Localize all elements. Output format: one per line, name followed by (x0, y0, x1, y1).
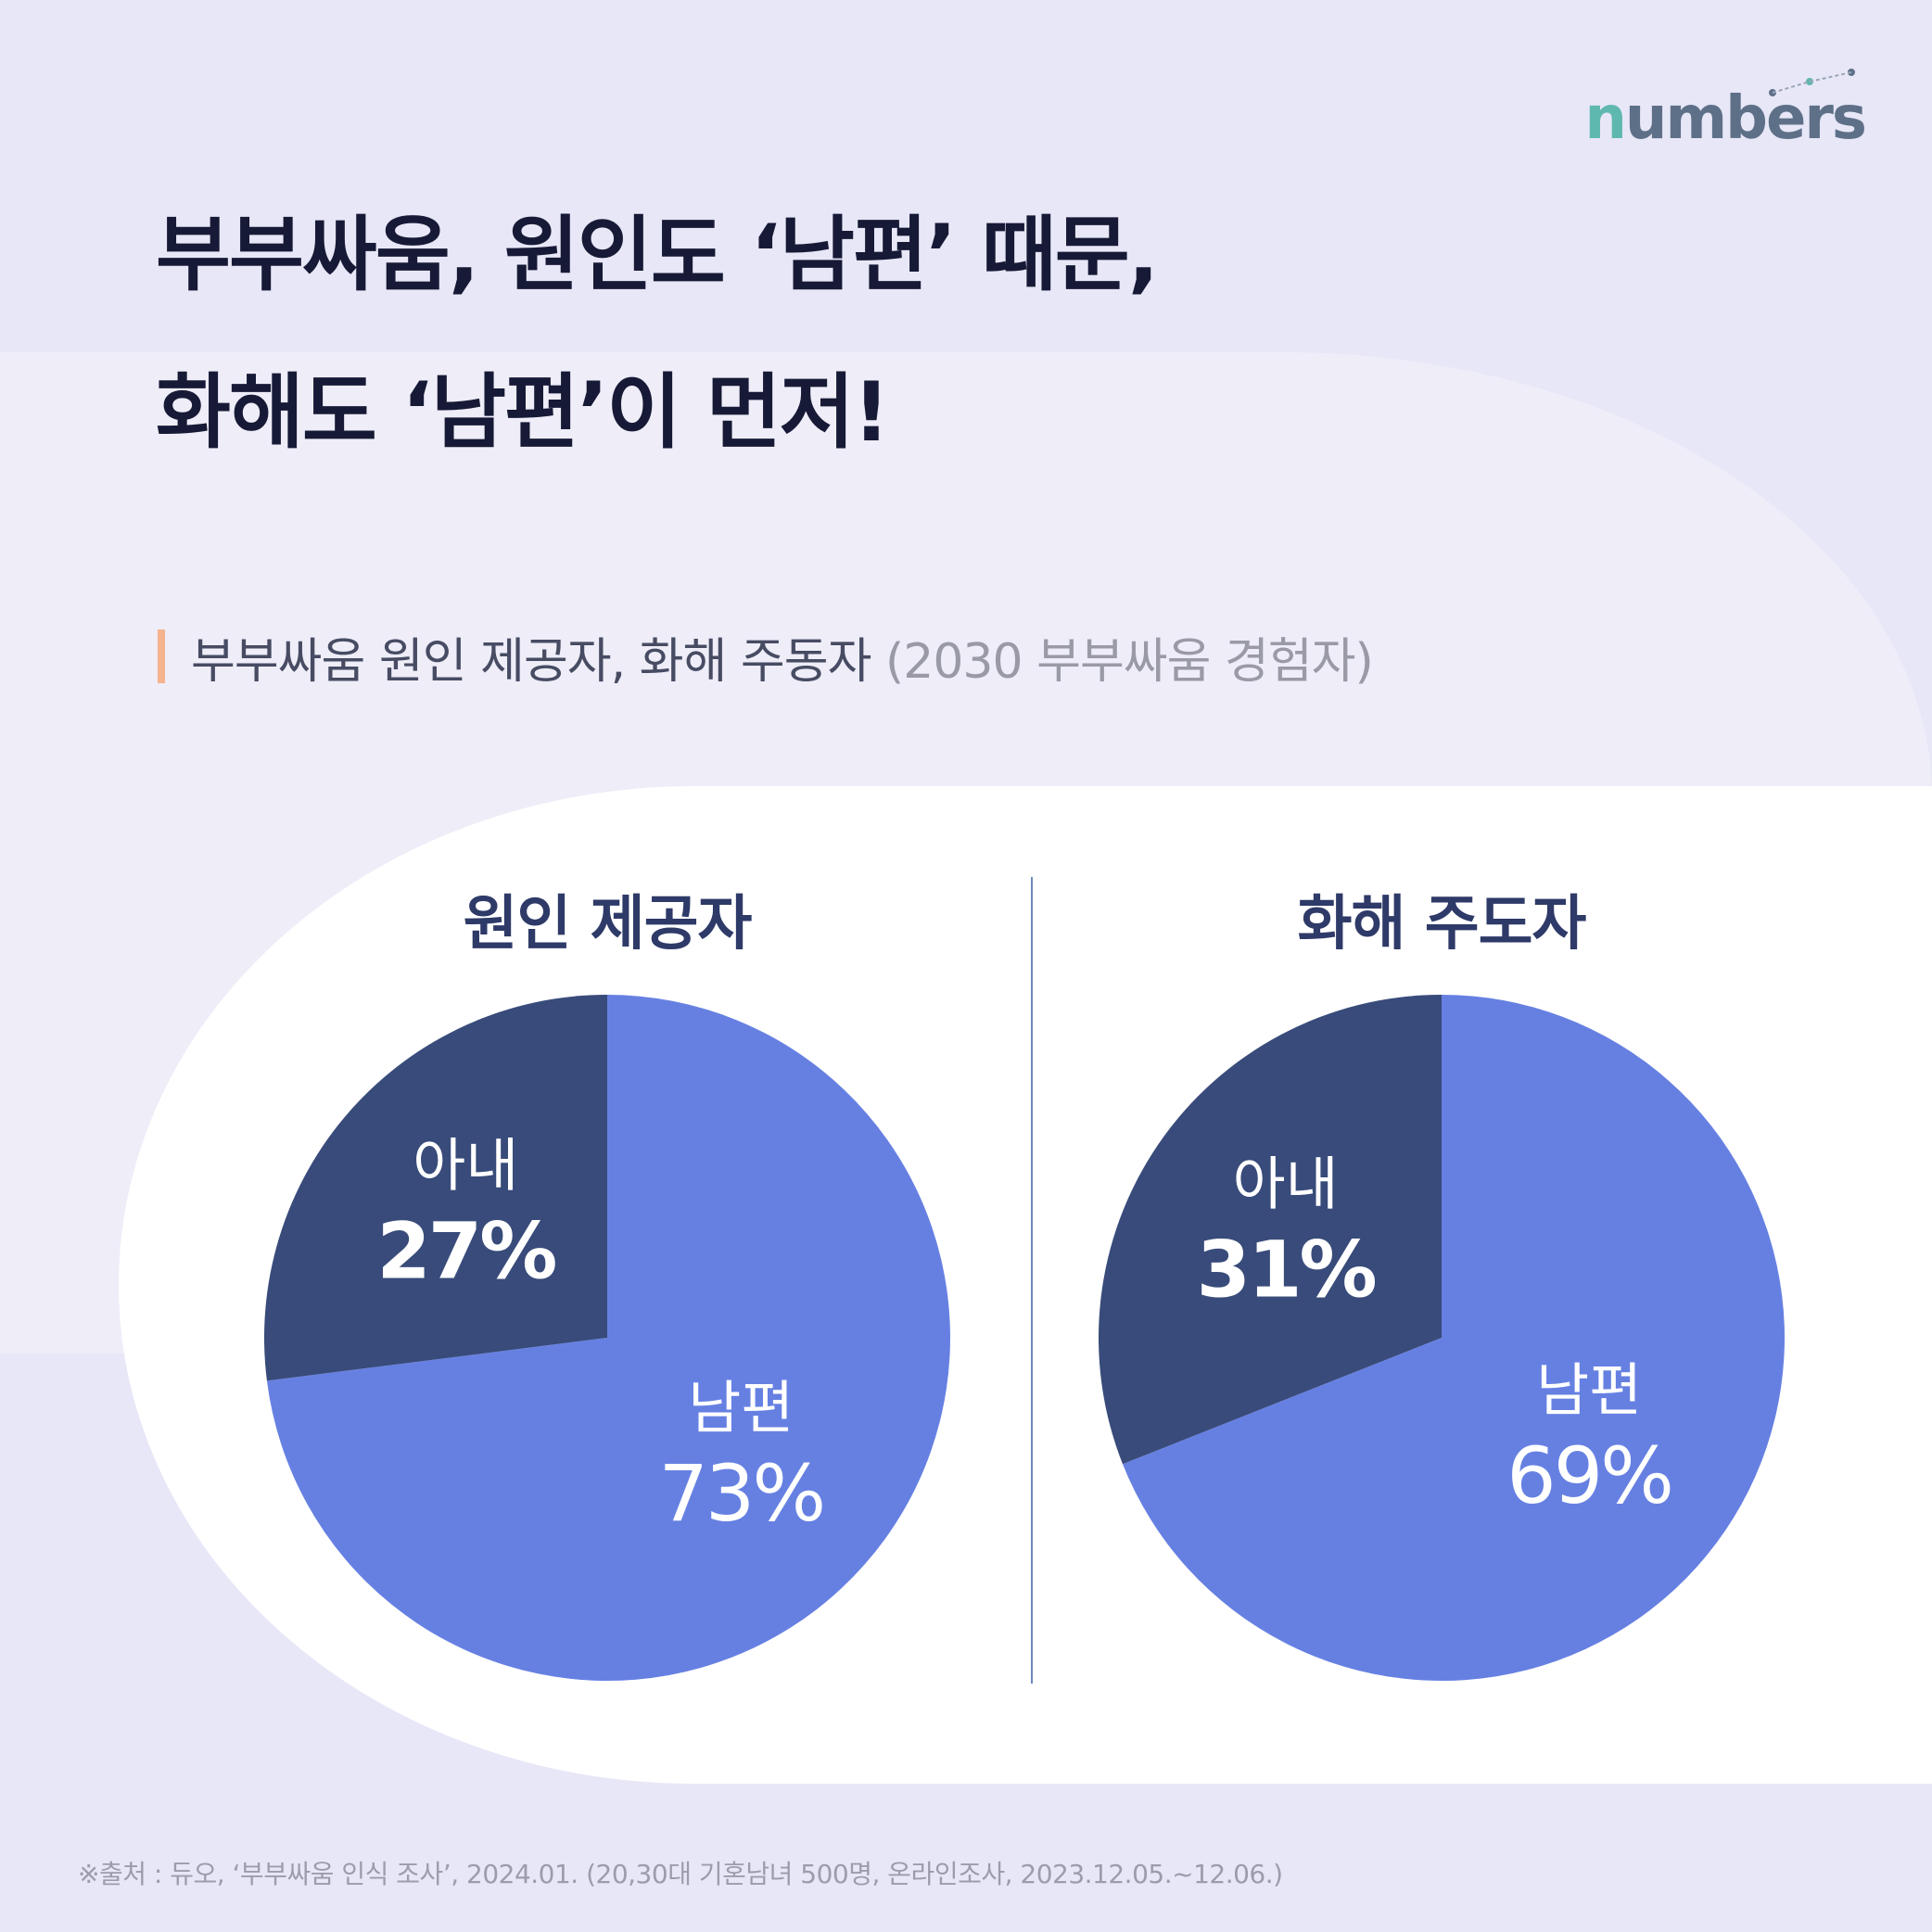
chart-title-reconcile: 화해 주도자 (1297, 890, 1587, 959)
logo-text-rest: umbers (1624, 84, 1867, 153)
pie-1-label-0: 남편 (1536, 1356, 1642, 1424)
logo-chart-icon (1769, 69, 1855, 96)
source-footnote: ※출처 : 듀오, ‘부부싸움 인식 조사’, 2024.01. (20,30대… (78, 1859, 1283, 1889)
pie-0-value-0: 73% (658, 1448, 823, 1539)
pie-0-slice-1 (264, 995, 607, 1381)
accent-bar (158, 629, 165, 683)
pie-0-value-1: 27% (376, 1205, 555, 1296)
pie-1-label-1: 아내 (1233, 1150, 1339, 1218)
chart-subtitle: 부부싸움 원인 제공자, 화해 주동자 (2030 부부싸움 경험자) (158, 626, 1374, 690)
subtitle-main: 부부싸움 원인 제공자, 화해 주동자 (191, 633, 871, 690)
title-line-1: 부부싸움, 원인도 ‘남편’ 때문, (156, 207, 1159, 302)
pie-1-value-1: 31% (1197, 1225, 1376, 1316)
pie-1-value-0: 69% (1506, 1430, 1671, 1521)
pie-0-slice-0 (266, 995, 951, 1682)
subtitle-paren: (2030 부부싸움 경험자) (884, 633, 1374, 690)
pie-1-slice-1 (1098, 995, 1442, 1465)
logo-text: numbers (1584, 84, 1867, 153)
pie-0-label-1: 아내 (413, 1131, 518, 1199)
chart-divider (1031, 877, 1033, 1684)
pie-0-label-0: 남편 (688, 1374, 794, 1442)
chart-title-cause: 원인 제공자 (463, 890, 753, 959)
numbers-logo: numbers (1584, 65, 1867, 153)
page-title: 부부싸움, 원인도 ‘남편’ 때문, 화해도 ‘남편’이 먼저! (156, 176, 1159, 491)
title-line-2: 화해도 ‘남편’이 먼저! (156, 364, 890, 460)
pie-1-slice-0 (1122, 995, 1785, 1681)
